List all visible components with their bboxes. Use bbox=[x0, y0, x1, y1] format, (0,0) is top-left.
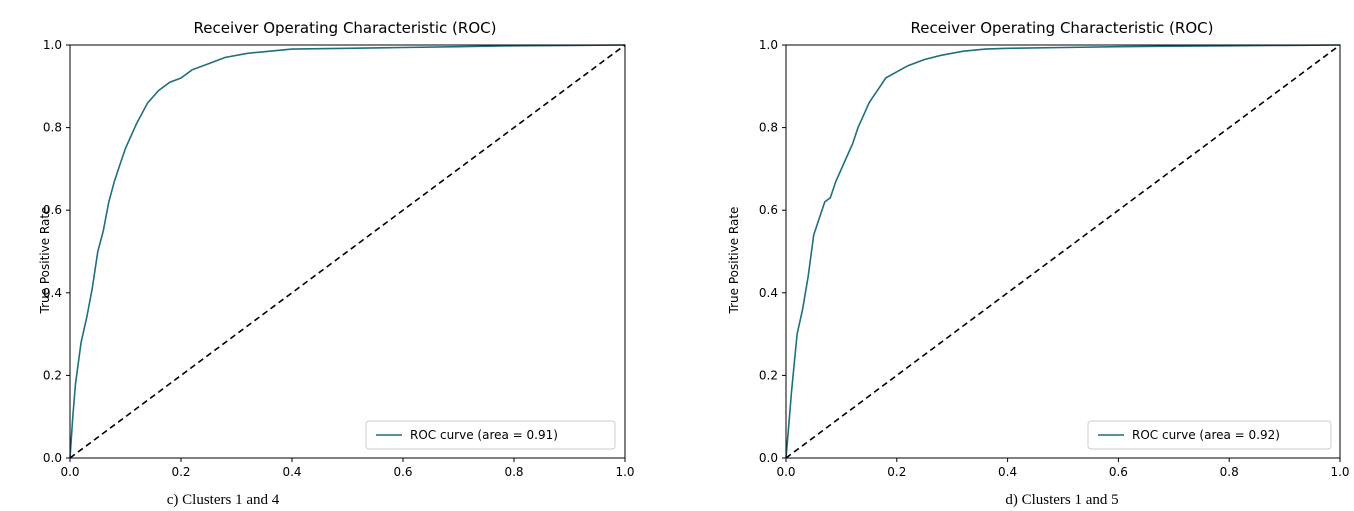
legend-label: ROC curve (area = 0.91) bbox=[410, 428, 558, 442]
y-axis-label: True Positive Rate bbox=[727, 207, 741, 315]
plot-area: 0.0 0.2 0.4 0.6 0.8 1.0 0.0 0.2 0.4 0.6 0.8 1.0 ROC … bbox=[43, 38, 635, 479]
y-tick-label: 0.0 bbox=[43, 451, 62, 465]
y-tick-label: 0.4 bbox=[43, 286, 62, 300]
y-tick-label: 0.6 bbox=[759, 203, 778, 217]
chart-title: Receiver Operating Characteristic (ROC) bbox=[911, 19, 1214, 37]
y-tick-label: 1.0 bbox=[759, 38, 778, 52]
y-tick-label: 1.0 bbox=[43, 38, 62, 52]
x-tick-label: 0.0 bbox=[60, 465, 79, 479]
y-axis-label: True Positive Rate bbox=[38, 207, 52, 315]
legend: ROC curve (area = 0.92) bbox=[1087, 420, 1332, 450]
x-tick-label: 0.6 bbox=[393, 465, 412, 479]
figure-caption: d) Clusters 1 and 5 bbox=[1005, 492, 1118, 508]
y-tick-label: 0.0 bbox=[759, 451, 778, 465]
roc-curve-line bbox=[69, 44, 626, 459]
y-tick-label: 0.2 bbox=[759, 368, 778, 382]
x-tick-label: 0.8 bbox=[1220, 465, 1239, 479]
chart-title: Receiver Operating Characteristic (ROC) bbox=[194, 19, 497, 37]
x-tick-label: 1.0 bbox=[1330, 465, 1349, 479]
y-tick-label: 0.8 bbox=[759, 121, 778, 135]
axes-frame bbox=[69, 44, 626, 459]
x-tick-label: 0.0 bbox=[776, 465, 795, 479]
legend-box bbox=[365, 420, 616, 450]
x-tick-label: 0.4 bbox=[998, 465, 1017, 479]
roc-chart-right: Receiver Operating Characteristic (ROC) … bbox=[727, 19, 1350, 508]
legend-box bbox=[1087, 420, 1332, 450]
x-tick-label: 0.2 bbox=[887, 465, 906, 479]
legend: ROC curve (area = 0.91) bbox=[365, 420, 616, 450]
y-tick-label: 0.8 bbox=[43, 121, 62, 135]
figure-caption: c) Clusters 1 and 4 bbox=[167, 492, 280, 508]
chance-diagonal-line bbox=[785, 44, 1341, 459]
legend-label: ROC curve (area = 0.92) bbox=[1132, 428, 1280, 442]
x-tick-label: 0.6 bbox=[1109, 465, 1128, 479]
x-tick-label: 0.8 bbox=[504, 465, 523, 479]
chance-diagonal-line bbox=[69, 44, 626, 459]
axes-frame bbox=[785, 44, 1341, 459]
x-tick-label: 0.4 bbox=[282, 465, 301, 479]
roc-curve-line bbox=[785, 44, 1341, 459]
plot-area: 0.0 0.2 0.4 0.6 0.8 1.0 0.0 0.2 0.4 0.6 0.8 1.0 ROC … bbox=[759, 38, 1350, 479]
y-tick-label: 0.4 bbox=[759, 286, 778, 300]
y-tick-label: 0.2 bbox=[43, 368, 62, 382]
roc-chart-left: Receiver Operating Characteristic (ROC) … bbox=[38, 19, 635, 508]
x-tick-label: 1.0 bbox=[615, 465, 634, 479]
y-tick-label: 0.6 bbox=[43, 203, 62, 217]
x-tick-label: 0.2 bbox=[171, 465, 190, 479]
